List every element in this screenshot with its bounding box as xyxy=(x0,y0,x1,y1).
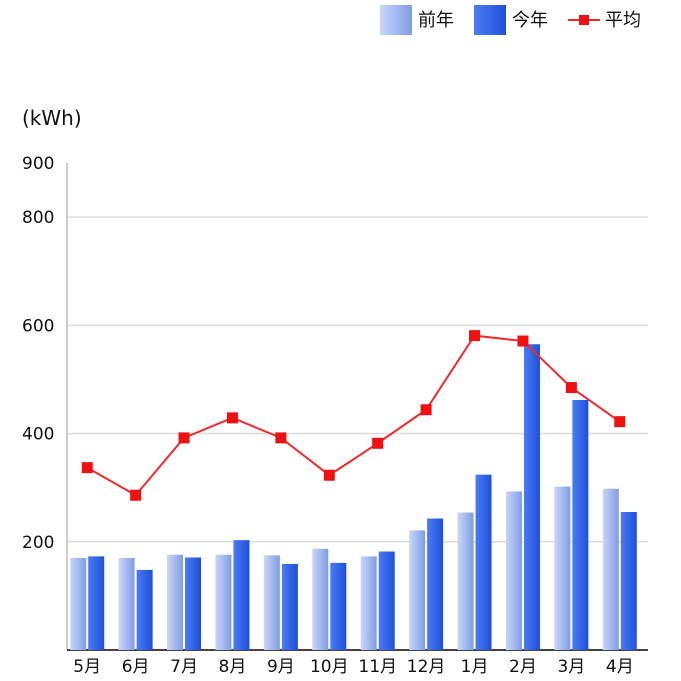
bar-current-year xyxy=(378,551,395,650)
y-tick-label: 800 xyxy=(22,208,54,228)
bar-current-year xyxy=(523,344,540,650)
bar-previous-year xyxy=(602,488,619,650)
x-tick-label: 5月 xyxy=(73,657,101,677)
bar-current-year xyxy=(281,563,298,650)
legend-swatch-previous-year xyxy=(380,5,412,35)
average-marker xyxy=(420,404,432,416)
axes xyxy=(66,163,648,651)
average-marker xyxy=(226,412,238,424)
legend-label-current-year: 今年 xyxy=(512,10,548,31)
legend-label-previous-year: 前年 xyxy=(418,10,454,31)
bar-previous-year xyxy=(118,558,135,650)
y-tick-label: 900 xyxy=(22,154,54,174)
y-tick-label: 200 xyxy=(22,533,54,553)
average-marker xyxy=(469,330,481,342)
average-marker xyxy=(178,432,190,444)
bar-previous-year xyxy=(263,555,280,650)
bar-previous-year xyxy=(457,512,474,650)
x-tick-label: 10月 xyxy=(310,657,349,677)
legend: 前年 今年 平均 xyxy=(380,5,641,35)
bar-current-year xyxy=(572,400,589,650)
average-marker xyxy=(323,469,335,481)
gridlines xyxy=(67,216,648,543)
x-tick-label: 11月 xyxy=(358,657,397,677)
bars xyxy=(70,344,637,650)
bar-previous-year xyxy=(215,554,232,650)
x-tick-label: 4月 xyxy=(606,657,634,677)
x-tick-label: 1月 xyxy=(461,657,489,677)
x-tick-label: 2月 xyxy=(509,657,537,677)
bar-current-year xyxy=(233,540,250,650)
bar-current-year xyxy=(330,562,347,650)
average-marker xyxy=(614,416,626,428)
x-tick-label: 9月 xyxy=(267,657,295,677)
bar-current-year xyxy=(185,557,202,650)
bar-current-year xyxy=(136,569,153,650)
bar-current-year xyxy=(620,512,637,650)
bar-previous-year xyxy=(312,548,329,650)
tick-labels: 200 400 600 800 900 5月 6月 7月 8月 9月 10月 11月 12月 1月 2月 3月… xyxy=(22,154,634,677)
bar-current-year xyxy=(88,556,105,650)
legend-label-average: 平均 xyxy=(605,10,641,31)
bar-previous-year xyxy=(360,556,377,650)
bar-previous-year xyxy=(505,491,522,650)
bar-previous-year xyxy=(70,558,87,650)
average-marker xyxy=(130,489,142,501)
legend-swatch-current-year xyxy=(474,5,506,35)
bar-current-year xyxy=(427,518,444,650)
x-tick-label: 3月 xyxy=(557,657,585,677)
average-line xyxy=(81,330,626,501)
average-marker xyxy=(517,335,529,347)
average-marker xyxy=(275,432,287,444)
x-tick-label: 8月 xyxy=(219,657,247,677)
bar-previous-year xyxy=(409,530,426,650)
bar-current-year xyxy=(475,474,492,650)
average-marker xyxy=(372,437,384,449)
legend-marker-average xyxy=(579,15,589,25)
average-line-path xyxy=(86,334,621,497)
y-axis-unit-label: (kWh) xyxy=(22,106,82,130)
average-marker xyxy=(81,462,93,474)
bar-previous-year xyxy=(554,486,571,650)
average-marker xyxy=(565,382,577,394)
bar-previous-year xyxy=(167,554,184,650)
x-tick-label: 12月 xyxy=(407,657,446,677)
x-tick-label: 7月 xyxy=(170,657,198,677)
y-tick-label: 400 xyxy=(22,425,54,445)
y-tick-label: 600 xyxy=(22,316,54,336)
x-tick-label: 6月 xyxy=(122,657,150,677)
